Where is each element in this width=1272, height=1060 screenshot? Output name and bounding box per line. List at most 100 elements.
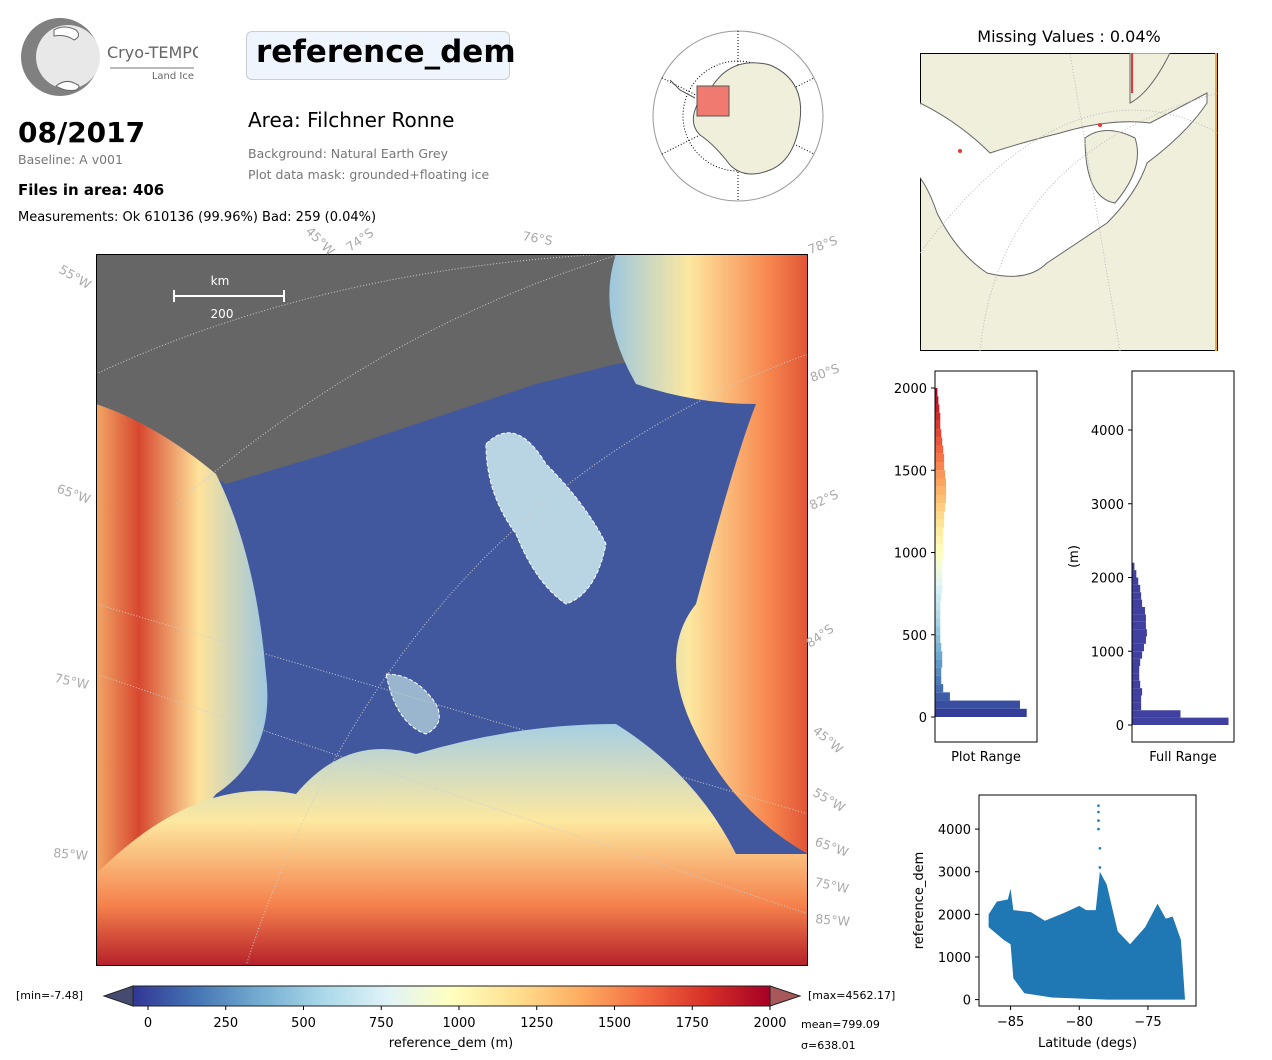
scatter-point xyxy=(1098,866,1102,869)
colorbar-min-extend xyxy=(102,985,134,1007)
histogram-bar xyxy=(1132,599,1143,607)
histogram-bar xyxy=(1132,570,1137,578)
grid-label: 82°S xyxy=(807,486,841,512)
grid-label: 55°W xyxy=(57,262,94,292)
histogram-bar xyxy=(935,478,947,487)
grid-label: 55°W xyxy=(811,785,848,815)
histogram-bar xyxy=(935,610,941,619)
grid-label: 76°S xyxy=(521,228,553,248)
y-tick-label: 4000 xyxy=(1091,424,1124,439)
y-tick-label: 4000 xyxy=(938,823,971,838)
histogram-bar xyxy=(935,659,943,668)
grid-label: 75°W xyxy=(813,874,850,896)
histogram-bar xyxy=(1132,688,1143,696)
area-label: Area: Filchner Ronne xyxy=(248,108,455,132)
colorbar-tick-label: 0 xyxy=(144,1016,152,1031)
histogram-bar xyxy=(1132,584,1141,593)
y-tick-label: 1000 xyxy=(894,547,927,562)
x-axis-label: Full Range xyxy=(1149,750,1217,765)
y-tick-label: 0 xyxy=(919,711,927,726)
scatter-point xyxy=(1098,846,1102,850)
scatter-point xyxy=(1097,804,1100,807)
y-tick-label: 0 xyxy=(963,994,971,1009)
x-tick-label: −80 xyxy=(1066,1015,1093,1030)
colorbar-label: reference_dem (m) xyxy=(389,1036,513,1051)
histogram-bar xyxy=(1132,577,1139,585)
grid-label: 85°W xyxy=(53,845,89,863)
histogram-bar xyxy=(1132,651,1143,659)
colorbar-tick-label: 1500 xyxy=(598,1016,631,1031)
colorbar-tick-label: 2000 xyxy=(753,1016,786,1031)
histogram-axes xyxy=(934,370,1038,743)
missing-values-title: Missing Values : 0.04% xyxy=(977,27,1161,46)
scatter-point xyxy=(1097,810,1100,814)
scatter-point-cloud xyxy=(988,871,1186,1000)
histogram-bar xyxy=(935,651,943,660)
grid-label: 85°W xyxy=(815,911,851,929)
colorbar: 0 250 500 750 1000 1250 1500 1750 2000 [min=-7.4… xyxy=(16,985,895,1052)
variable-title: reference_dem xyxy=(256,34,516,70)
histogram-bar xyxy=(935,585,943,594)
y-tick-label: 3000 xyxy=(1091,498,1124,513)
histogram-bar xyxy=(1132,673,1140,681)
colorbar-max-extend xyxy=(769,985,802,1007)
histogram-bar xyxy=(1132,710,1181,718)
histogram-bar xyxy=(935,396,939,405)
histogram-axes xyxy=(1131,370,1235,743)
y-tick-label: 2000 xyxy=(1091,572,1124,587)
histogram-bar xyxy=(1132,643,1145,652)
histogram-bar xyxy=(935,453,945,463)
grid-label: 84°S xyxy=(803,621,836,651)
grid-label: 45°W xyxy=(810,723,846,757)
x-tick-label: −85 xyxy=(997,1015,1024,1030)
histogram-bar xyxy=(935,462,945,471)
mask-label: Plot data mask: grounded+floating ice xyxy=(248,167,490,182)
histogram-bar xyxy=(935,577,943,586)
colorbar-tick-label: 500 xyxy=(291,1016,316,1031)
histogram-bar xyxy=(935,642,942,652)
x-tick-label: −75 xyxy=(1134,1015,1161,1030)
histogram-bar xyxy=(1132,607,1145,615)
grid-label: 45°W xyxy=(303,224,338,259)
grid-label: 78°S xyxy=(806,232,839,256)
y-tick-label: 500 xyxy=(902,629,927,644)
scale-value: 200 xyxy=(211,307,234,321)
histogram-bar xyxy=(935,601,941,611)
histogram-bar xyxy=(935,470,946,479)
colorbar-tick-label: 250 xyxy=(213,1016,238,1031)
x-axis-label: Plot Range xyxy=(951,750,1021,765)
histograms: 0 500 1000 1500 2000 Plot Range 0 1000 2000 3000 4… xyxy=(894,370,1235,765)
histogram-bar xyxy=(935,536,944,545)
histogram-bar xyxy=(935,634,941,643)
grid-label: 75°W xyxy=(53,670,90,692)
baseline-label: Baseline: A v001 xyxy=(18,152,123,167)
cryo-tempo-logo: Cryo-TEMPO Land Ice xyxy=(21,18,198,96)
y-tick-label: 1000 xyxy=(1091,645,1124,660)
histogram-bar xyxy=(935,618,941,627)
histogram-bar xyxy=(935,445,944,454)
histogram-bar xyxy=(1132,680,1141,689)
scale-unit: km xyxy=(211,274,230,288)
grid-label: 65°W xyxy=(55,481,93,507)
y-axis-label: (m) xyxy=(1067,545,1082,568)
histogram-bar xyxy=(935,527,944,537)
histogram-bar xyxy=(1132,621,1146,630)
histogram-bar xyxy=(935,692,950,701)
y-tick-label: 1500 xyxy=(894,464,927,479)
y-tick-label: 1000 xyxy=(938,951,971,966)
colorbar-tick-label: 1250 xyxy=(520,1016,553,1031)
logo-subtext: Land Ice xyxy=(152,71,194,82)
background-label: Background: Natural Earth Grey xyxy=(248,146,448,161)
colorbar-sigma-label: σ=638.01 xyxy=(801,1039,856,1052)
antarctica-locator-map xyxy=(652,30,824,202)
map-grid-labels: 55°W 45°W 74°S 76°S 78°S 80°S 82°S 84°S … xyxy=(53,224,851,929)
histogram-bar xyxy=(1132,702,1142,711)
latitude-scatter: 0 1000 2000 3000 4000 −85 −80 −75 Latitude (degs… xyxy=(912,794,1197,1051)
histogram-bar xyxy=(935,503,946,512)
x-axis-label: Latitude (degs) xyxy=(1038,1036,1137,1051)
histogram-bar xyxy=(935,626,941,635)
histogram-bar xyxy=(1132,666,1140,674)
y-tick-label: 2000 xyxy=(938,908,971,923)
histogram-bar xyxy=(935,667,942,676)
measurements-label: Measurements: Ok 610136 (99.96%) Bad: 25… xyxy=(18,210,377,225)
